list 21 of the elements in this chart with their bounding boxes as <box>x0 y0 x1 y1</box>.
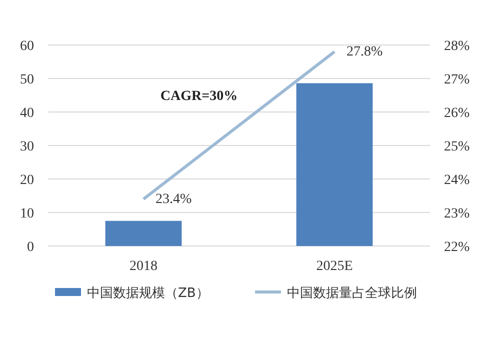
y2-tick-label: 23% <box>444 206 470 222</box>
y2-tick-label: 27% <box>444 72 470 88</box>
y2-tick-label: 26% <box>444 106 470 121</box>
x-tick-label: 2018 <box>130 259 158 274</box>
legend-label: 中国数据量占全球比例 <box>287 286 417 301</box>
y2-tick-label: 22% <box>444 240 470 255</box>
y-tick-label: 40 <box>20 106 34 121</box>
y-tick-label: 10 <box>20 206 34 222</box>
y-tick-label: 50 <box>20 72 34 88</box>
legend-label: 中国数据规模（ZB） <box>87 286 209 301</box>
data-label: 23.4% <box>156 192 192 208</box>
y-tick-label: 20 <box>20 173 34 188</box>
y2-tick-label: 24% <box>444 173 470 188</box>
y-tick-label: 60 <box>20 39 34 54</box>
y-tick-label: 0 <box>27 240 34 255</box>
data-label: 27.8% <box>346 44 383 60</box>
annotation: CAGR=30% <box>160 89 238 104</box>
x-tick-label: 2025E <box>316 259 353 274</box>
y2-tick-label: 28% <box>444 39 470 54</box>
y2-tick-label: 25% <box>444 140 470 154</box>
y-tick-label: 30 <box>20 140 34 154</box>
